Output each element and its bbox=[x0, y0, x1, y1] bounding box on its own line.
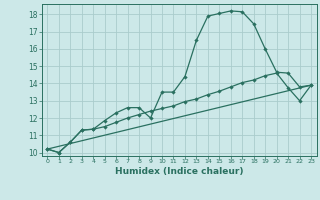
X-axis label: Humidex (Indice chaleur): Humidex (Indice chaleur) bbox=[115, 167, 244, 176]
